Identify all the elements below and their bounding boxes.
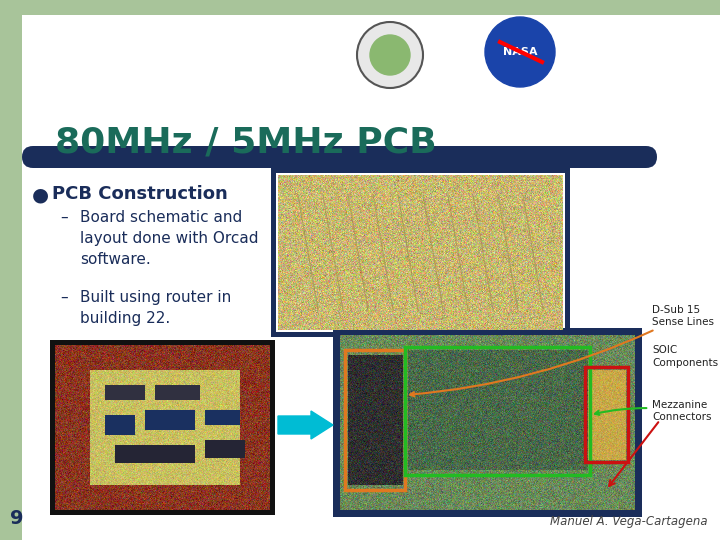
Text: SOIC
Components: SOIC Components <box>652 345 718 368</box>
Text: NASA: NASA <box>503 47 537 57</box>
Text: Mezzanine
Connectors: Mezzanine Connectors <box>595 400 711 422</box>
Text: 80MHz / 5MHz PCB: 80MHz / 5MHz PCB <box>55 125 436 159</box>
Text: D-Sub 15
Sense Lines: D-Sub 15 Sense Lines <box>410 305 714 396</box>
Bar <box>345 350 405 490</box>
Circle shape <box>357 22 423 88</box>
Text: PCB Construction: PCB Construction <box>52 185 228 203</box>
Text: Manuel A. Vega-Cartagena: Manuel A. Vega-Cartagena <box>550 515 708 528</box>
Circle shape <box>370 35 410 75</box>
Bar <box>405 347 590 475</box>
Bar <box>145 410 195 430</box>
Bar <box>0 0 22 540</box>
Bar <box>333 328 642 517</box>
Bar <box>105 415 135 435</box>
FancyArrow shape <box>278 411 333 439</box>
Bar <box>50 340 275 515</box>
Bar <box>0 0 720 108</box>
Text: ●: ● <box>32 185 49 204</box>
Circle shape <box>485 17 555 87</box>
Bar <box>205 410 240 425</box>
Bar <box>276 173 565 332</box>
Bar <box>271 168 570 337</box>
Bar <box>22 108 720 540</box>
Bar <box>585 367 628 462</box>
Bar <box>155 385 200 400</box>
Bar <box>105 385 145 400</box>
Text: –: – <box>60 210 68 225</box>
Text: 9: 9 <box>10 509 24 528</box>
Text: Built using router in
building 22.: Built using router in building 22. <box>80 290 231 326</box>
Bar <box>205 440 245 458</box>
FancyBboxPatch shape <box>22 146 657 168</box>
Text: Board schematic and
layout done with Orcad
software.: Board schematic and layout done with Orc… <box>80 210 258 267</box>
Text: –: – <box>60 290 68 305</box>
Bar <box>115 445 195 463</box>
Bar <box>22 15 720 108</box>
